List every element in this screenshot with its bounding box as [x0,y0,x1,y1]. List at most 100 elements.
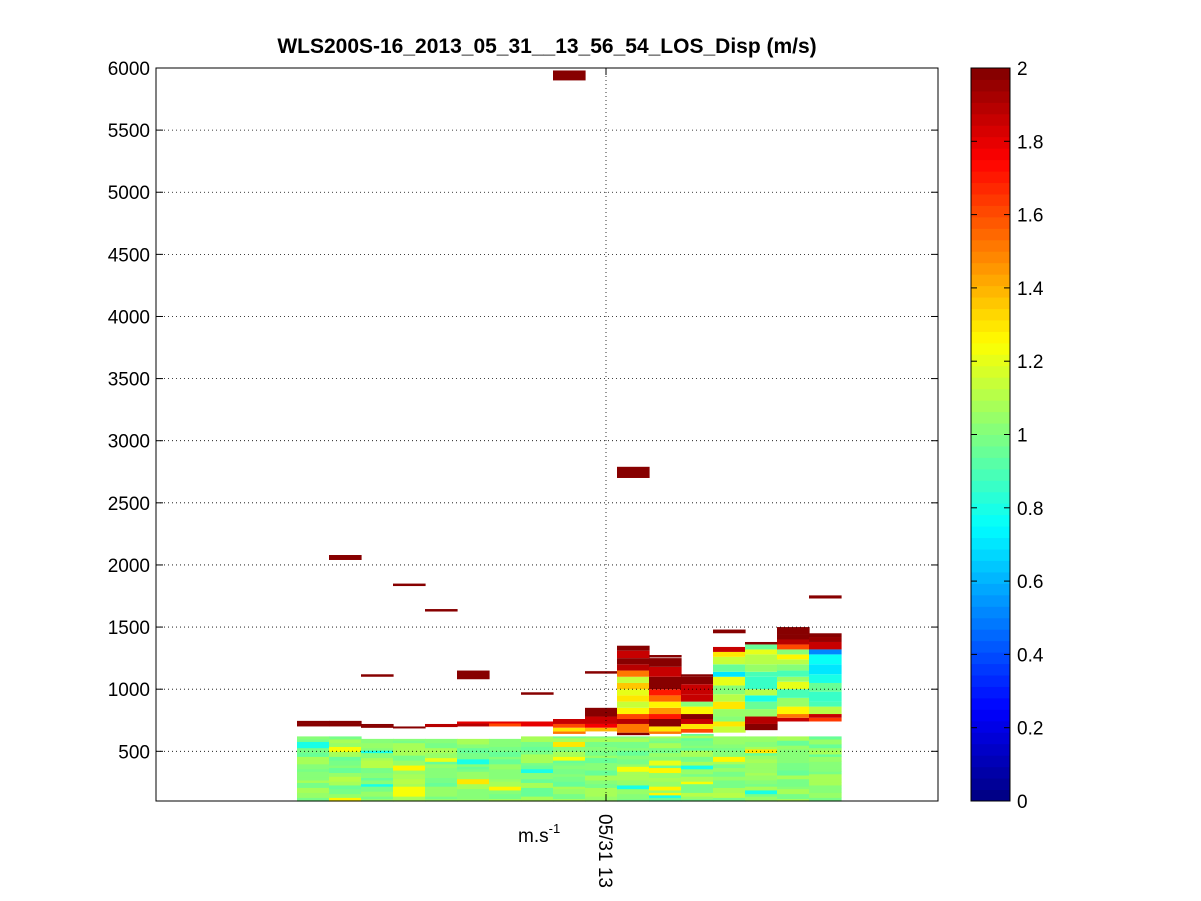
heatmap-cell-low-band [521,762,554,766]
heatmap-cell [649,714,682,719]
colorbar-level [971,526,1010,539]
heatmap-cell-low-band [777,788,810,792]
heatmap-cell-low-band [681,733,714,736]
heatmap-cell-low-band [777,745,810,750]
colorbar-tick-label: 1 [1017,426,1028,447]
heatmap-cell [617,664,650,671]
heatmap-cell-low-band [809,784,842,790]
heatmap-cell [649,719,682,727]
heatmap-cell-low-band [489,786,522,791]
colorbar-level [971,125,1010,138]
heatmap-cell-low-band [297,763,330,770]
colorbar-level [971,480,1010,493]
heatmap-cell-low-band [809,738,842,745]
heatmap-cell-low-band [489,743,522,747]
colorbar-level [971,652,1010,665]
heatmap-cell-low-band [681,773,714,777]
heatmap-cell-low-band [297,771,330,776]
heatmap-cell-low-band [361,779,394,785]
y-tick-label: 3000 [108,432,150,453]
heatmap-cell-low-band [521,736,554,742]
heatmap-cell-low-band [457,773,490,780]
colorbar-level [971,560,1010,573]
heatmap-cell-low-band [521,746,554,751]
heatmap-cell-low-band [425,782,458,787]
heatmap-cell-low-band [777,740,810,746]
heatmap-cell-low-band [713,779,746,785]
heatmap-cell-low-band [297,736,330,740]
heatmap-cell-low-band [745,762,778,769]
colorbar-level [971,239,1010,252]
heatmap-cell-low-band [617,745,650,749]
heatmap-cell [713,629,746,634]
heatmap-cell-low-band [617,747,650,751]
colorbar-tick-label: 1.6 [1017,206,1043,227]
heatmap-cell [681,684,714,695]
heatmap-cell [777,634,810,640]
heatmap-cell-low-band [329,788,362,795]
heatmap-cell [681,728,714,733]
heatmap-cell-low-band [521,764,554,770]
heatmap-cell [617,676,650,683]
heatmap-cell-low-band [393,750,426,756]
heatmap-cell [777,649,810,655]
heatmap-cell-low-band [777,762,810,769]
heatmap-cell-low-band [777,778,810,785]
colorbar-level [971,262,1010,275]
colorbar-tick-label: 1.4 [1017,279,1044,300]
heatmap-cell-low-band [297,774,330,778]
heatmap-cell-low-band [425,757,458,762]
heatmap-cell [617,689,650,696]
heatmap-cell-low-band [681,740,714,746]
plot-frame [155,67,939,802]
colorbar-level [971,709,1010,722]
colorbar-level [971,423,1010,435]
colorbar-level [971,766,1010,779]
heatmap-cell-low-band [649,736,682,739]
heatmap-cell [585,671,618,674]
colorbar-level [971,629,1010,642]
heatmap-cell-low-band [745,736,778,742]
colorbar-level [971,755,1010,768]
heatmap-cell [745,654,778,665]
heatmap-cell-low-band [649,781,682,787]
heatmap-cell-low-band [425,763,458,769]
heatmap-cell [777,644,810,650]
heatmap-cell-low-band [617,741,650,746]
heatmap-cell-low-band [585,757,618,764]
colorbar-level [971,228,1010,241]
heatmap-cell [777,717,810,722]
heatmap-cell-low-band [297,738,330,742]
heatmap-cell-low-band [713,787,746,793]
heatmap-cell-low-band [457,788,490,795]
heatmap-cell-low-band [489,753,522,757]
heatmap-cell-low-band [585,737,618,742]
heatmap-cell-low-band [617,774,650,781]
heatmap-cell [329,723,362,727]
colorbar-level [971,445,1010,458]
y-tick-label: 5500 [108,121,150,142]
heatmap-cell-low-band [617,758,650,765]
heatmap-cell-low-band [489,756,522,760]
heatmap-cell [777,670,810,677]
heatmap-cell-low-band [329,797,362,802]
heatmap-cell [425,723,458,728]
colorbar-level [971,182,1010,195]
heatmap-cell-low-band [425,747,458,754]
heatmap-cell-low-band [489,768,522,775]
heatmap-cell [713,709,746,717]
heatmap-cell [777,654,810,660]
heatmap-cell-low-band [745,772,778,776]
heatmap-cell-low-band [681,796,714,800]
heatmap-cell [617,723,650,733]
colorbar-level [971,365,1010,378]
heatmap-cell-low-band [521,782,554,788]
heatmap-cell [809,674,842,683]
heatmap-cell-low-band [297,741,330,745]
heatmap-cell-low-band [329,746,362,752]
colorbar-level [971,377,1010,390]
heatmap-cell [649,707,682,715]
heatmap-cell-low-band [457,747,490,754]
heatmap-cell-low-band [809,773,842,780]
